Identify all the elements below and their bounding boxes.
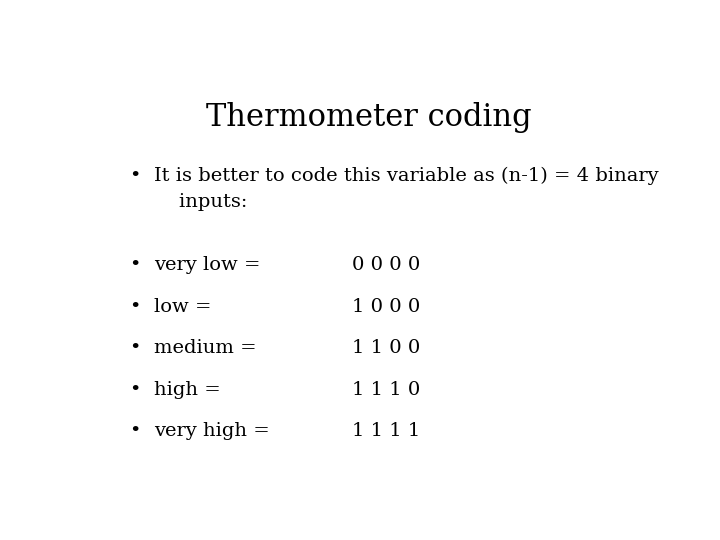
Text: •: • xyxy=(129,422,140,441)
Text: 1 1 1 1: 1 1 1 1 xyxy=(352,422,420,441)
Text: •: • xyxy=(129,298,140,316)
Text: very low =: very low = xyxy=(154,256,261,274)
Text: 1 1 0 0: 1 1 0 0 xyxy=(352,339,420,357)
Text: low =: low = xyxy=(154,298,212,316)
Text: •: • xyxy=(129,339,140,357)
Text: 1 1 1 0: 1 1 1 0 xyxy=(352,381,420,399)
Text: Thermometer coding: Thermometer coding xyxy=(206,102,532,133)
Text: •: • xyxy=(129,381,140,399)
Text: •: • xyxy=(129,256,140,274)
Text: It is better to code this variable as (n-1) = 4 binary
    inputs:: It is better to code this variable as (n… xyxy=(154,167,659,211)
Text: 0 0 0 0: 0 0 0 0 xyxy=(352,256,420,274)
Text: high =: high = xyxy=(154,381,221,399)
Text: •: • xyxy=(129,167,140,185)
Text: medium =: medium = xyxy=(154,339,257,357)
Text: 1 0 0 0: 1 0 0 0 xyxy=(352,298,420,316)
Text: very high =: very high = xyxy=(154,422,270,441)
